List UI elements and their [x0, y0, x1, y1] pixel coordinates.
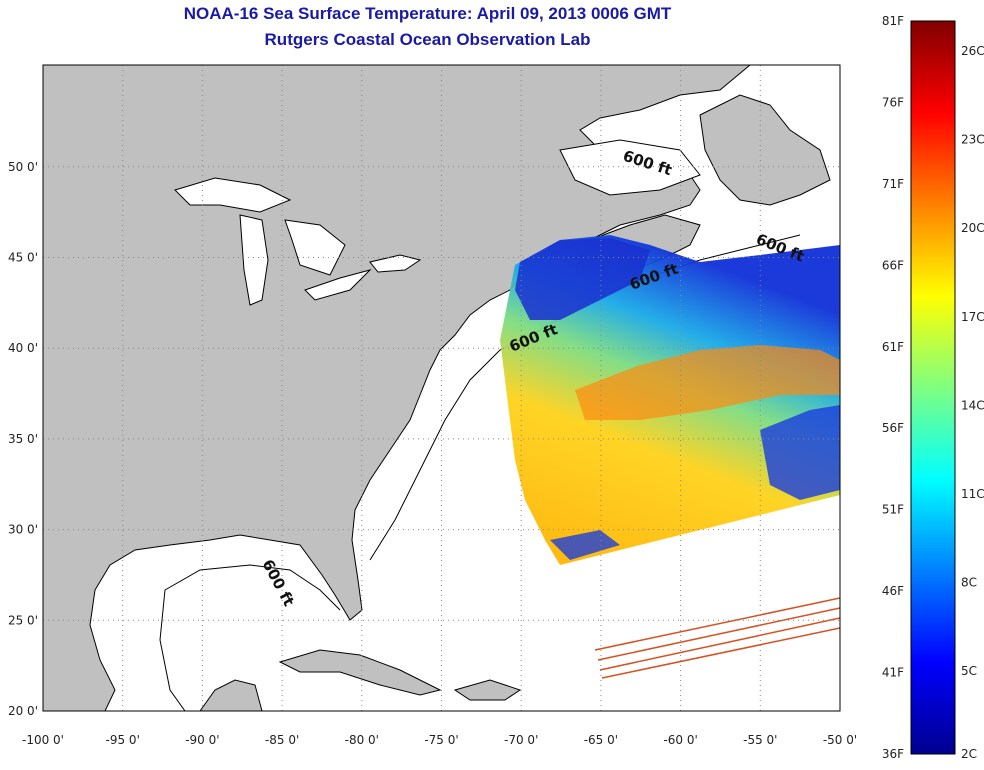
lon-tick-label: -50 0' — [823, 733, 857, 747]
colorbar-c-label: 20C — [961, 221, 984, 235]
map-border — [42, 64, 841, 712]
chart-subtitle: Rutgers Coastal Ocean Observation Lab — [264, 30, 591, 49]
colorbar-f-label: 76F — [882, 95, 904, 109]
land-cuba — [278, 649, 442, 696]
colorbar-f-label: 41F — [882, 666, 904, 680]
lat-tick-label: 30 0' — [8, 523, 38, 537]
latitude-tick-labels: 20 0' 25 0' 30 0' 35 0' 40 0' 45 0' 50 0' — [8, 160, 38, 718]
colorbar-f-label: 61F — [882, 340, 904, 354]
sst-cold-coastal — [515, 238, 650, 320]
lon-tick-label: -100 0' — [22, 733, 64, 747]
colorbar-celsius-labels: 26C 23C 20C 17C 14C 11C 8C 5C 2C — [961, 44, 984, 761]
colorbar-c-label: 17C — [961, 310, 984, 324]
lon-tick-label: -90 0' — [185, 733, 219, 747]
lat-tick-label: 35 0' — [8, 432, 38, 446]
colorbar-fahrenheit-labels: 81F 76F 71F 66F 61F 56F 51F 46F 41F 36F — [882, 14, 904, 761]
lat-tick-label: 20 0' — [8, 704, 38, 718]
lon-tick-label: -95 0' — [106, 733, 140, 747]
lat-tick-label: 25 0' — [8, 613, 38, 627]
lat-tick-label: 45 0' — [8, 251, 38, 265]
lon-tick-label: -80 0' — [345, 733, 379, 747]
lon-tick-label: -65 0' — [584, 733, 618, 747]
colorbar-c-label: 23C — [961, 133, 984, 147]
colorbar-c-label: 26C — [961, 44, 984, 58]
colorbar-f-label: 81F — [882, 14, 904, 28]
gulf-st-lawrence — [559, 139, 701, 196]
lake-superior — [174, 177, 292, 213]
land-yucatan — [199, 679, 263, 711]
colorbar-c-label: 5C — [961, 664, 977, 678]
colorbar-f-label: 56F — [882, 421, 904, 435]
lon-tick-label: -85 0' — [265, 733, 299, 747]
chart-title: NOAA-16 Sea Surface Temperature: April 0… — [183, 4, 672, 23]
land-hispaniola — [453, 679, 522, 701]
colorbar-c-label: 2C — [961, 747, 977, 761]
lon-tick-label: -75 0' — [424, 733, 458, 747]
colorbar-f-label: 51F — [882, 503, 904, 517]
lake-huron — [284, 219, 346, 276]
colorbar-f-label: 46F — [882, 584, 904, 598]
lat-tick-label: 40 0' — [8, 341, 38, 355]
colorbar-f-label: 71F — [882, 177, 904, 191]
land-newfoundland — [699, 94, 831, 206]
lake-michigan — [239, 214, 269, 306]
sst-cold-south — [550, 530, 620, 560]
lat-tick-label: 50 0' — [8, 160, 38, 174]
lake-ontario — [369, 254, 422, 273]
isobath-line-gulf — [159, 564, 341, 711]
lon-tick-label: -70 0' — [504, 733, 538, 747]
sst-gulf-stream — [575, 345, 840, 420]
scan-lines — [594, 597, 840, 679]
lon-tick-label: -55 0' — [743, 733, 777, 747]
longitude-tick-labels: -100 0' -95 0' -90 0' -85 0' -80 0' -75 0' -70… — [22, 733, 857, 747]
colorbar — [910, 20, 956, 755]
sst-cold-east — [760, 405, 840, 500]
lake-erie — [304, 269, 372, 301]
colorbar-c-label: 8C — [961, 576, 977, 590]
colorbar-f-label: 36F — [882, 747, 904, 761]
lon-tick-label: -60 0' — [663, 733, 697, 747]
colorbar-c-label: 11C — [961, 487, 984, 501]
colorbar-c-label: 14C — [961, 398, 984, 412]
colorbar-f-label: 66F — [882, 258, 904, 272]
